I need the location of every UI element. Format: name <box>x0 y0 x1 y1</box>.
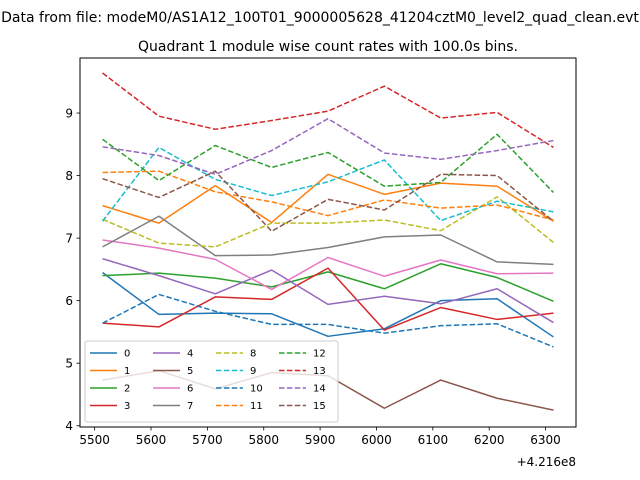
legend-label-6: 6 <box>187 384 193 395</box>
x-tick-label: 6300 <box>530 433 561 447</box>
series-line-1 <box>102 173 554 224</box>
series-line-15 <box>102 170 554 232</box>
series-line-13 <box>102 72 554 149</box>
x-tick-label: 6000 <box>361 433 392 447</box>
series-line-10 <box>102 293 554 348</box>
legend-label-12: 12 <box>313 349 326 360</box>
legend-label-0: 0 <box>124 349 130 360</box>
series-line-6 <box>102 239 554 291</box>
series-line-8 <box>102 196 554 248</box>
legend-label-15: 15 <box>313 401 326 412</box>
y-tick-label: 8 <box>65 169 73 183</box>
series-line-7 <box>102 215 554 266</box>
legend-label-14: 14 <box>313 384 326 395</box>
legend-frame <box>84 340 339 423</box>
y-tick-label: 7 <box>65 232 73 246</box>
legend-label-4: 4 <box>187 349 193 360</box>
legend-label-9: 9 <box>250 366 256 377</box>
y-tick-label: 4 <box>65 419 73 433</box>
legend-label-8: 8 <box>250 349 256 360</box>
x-tick-label: 6200 <box>474 433 505 447</box>
y-axis: 4 5 6 7 8 9 <box>65 107 80 433</box>
series-line-2 <box>102 263 554 302</box>
series-line-12 <box>102 133 554 193</box>
x-tick-label: 5800 <box>248 433 279 447</box>
legend-label-11: 11 <box>250 401 263 412</box>
legend-label-1: 1 <box>124 366 130 377</box>
series-line-4 <box>102 258 554 324</box>
x-axis-offset-text: +4.216e8 <box>517 455 576 469</box>
figure-suptitle: Data from file: modeM0/AS1A12_100T01_900… <box>1 10 639 26</box>
legend-label-13: 13 <box>313 366 326 377</box>
series-line-3 <box>102 267 554 331</box>
legend-label-5: 5 <box>187 366 193 377</box>
x-tick-label: 5500 <box>79 433 110 447</box>
series-line-0 <box>102 271 554 338</box>
legend-label-3: 3 <box>124 401 130 412</box>
y-tick-label: 9 <box>65 107 73 121</box>
plot-lines <box>101 72 554 411</box>
x-tick-label: 6100 <box>418 433 449 447</box>
x-tick-label: 5700 <box>192 433 223 447</box>
x-tick-label: 5600 <box>136 433 167 447</box>
y-tick-label: 6 <box>65 294 73 308</box>
series-line-9 <box>101 146 554 222</box>
x-axis: 5500 5600 5700 5800 5900 6000 6100 6200 6300 <box>79 427 561 447</box>
legend-label-2: 2 <box>124 384 130 395</box>
series-line-11 <box>102 170 554 221</box>
legend-label-10: 10 <box>250 384 263 395</box>
series-line-14 <box>102 117 554 176</box>
y-tick-label: 5 <box>65 357 73 371</box>
chart-title: Quadrant 1 module wise count rates with … <box>138 39 518 55</box>
plot-frame <box>79 57 577 428</box>
legend-label-7: 7 <box>187 401 193 412</box>
x-tick-label: 5900 <box>305 433 336 447</box>
